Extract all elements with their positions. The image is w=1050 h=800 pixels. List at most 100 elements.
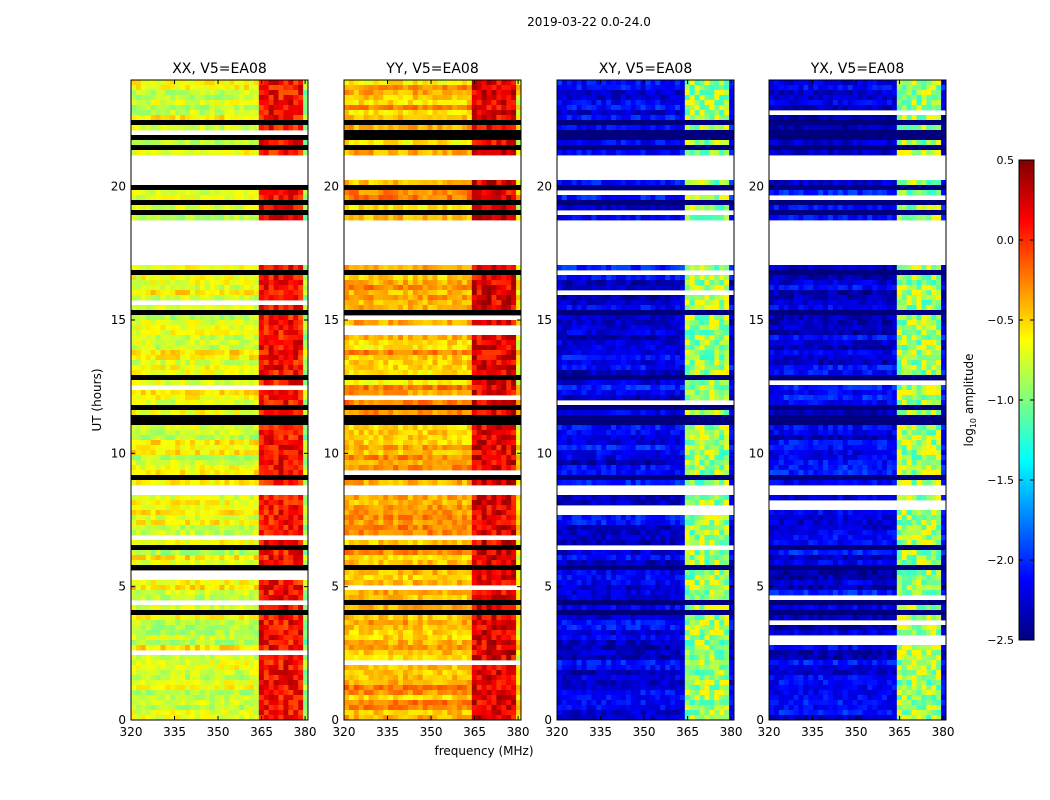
heatmap-cell — [427, 205, 433, 211]
heatmap-cell — [344, 345, 350, 351]
heatmap-cell — [170, 440, 176, 446]
heatmap-cell — [160, 215, 166, 221]
heatmap-cell — [150, 675, 156, 681]
heatmap-cell — [214, 455, 220, 461]
heatmap-cell — [344, 340, 350, 346]
heatmap-cell — [165, 305, 171, 311]
heatmap-cell — [239, 645, 245, 651]
heatmap-cell — [283, 550, 289, 556]
heatmap-cell — [185, 280, 191, 286]
heatmap-cell — [447, 80, 453, 86]
heatmap-cell — [358, 335, 365, 341]
heatmap-cell — [358, 345, 365, 351]
heatmap-cell — [348, 340, 355, 346]
heatmap-cell — [185, 620, 191, 626]
heatmap-cell — [501, 335, 507, 341]
heatmap-cell — [175, 560, 181, 566]
heatmap-cell — [278, 685, 284, 691]
heatmap-cell — [471, 300, 478, 306]
heatmap-cell — [358, 355, 365, 361]
heatmap-cell — [407, 410, 414, 416]
heatmap-cell — [457, 190, 463, 196]
heatmap-cell — [175, 335, 181, 341]
heatmap-cell — [224, 630, 230, 636]
heatmap-cell — [145, 715, 152, 721]
heatmap-cell — [239, 685, 245, 691]
heatmap-cell — [476, 500, 483, 506]
heatmap-cell — [190, 365, 196, 371]
heatmap-cell — [278, 500, 284, 506]
heatmap-cell — [165, 705, 171, 711]
heatmap-cell — [150, 215, 156, 221]
heatmap-cell — [511, 275, 517, 281]
heatmap-cell — [263, 85, 270, 91]
heatmap-cell — [452, 300, 458, 306]
heatmap-cell — [185, 305, 191, 311]
heatmap-cell — [293, 630, 299, 636]
heatmap-cell — [298, 690, 304, 696]
heatmap-cell — [378, 215, 384, 221]
heatmap-cell — [303, 195, 309, 201]
heatmap-cell — [447, 385, 453, 391]
heatmap-cell — [358, 425, 365, 431]
heatmap-cell — [442, 435, 448, 441]
heatmap-cell — [224, 115, 230, 121]
heatmap-cell — [131, 265, 137, 271]
heatmap-cell — [180, 215, 186, 221]
heatmap-cell — [185, 660, 191, 666]
heatmap-cell — [471, 305, 478, 311]
heatmap-cell — [457, 445, 463, 451]
heatmap-cell — [140, 440, 147, 446]
heatmap-cell — [481, 340, 487, 346]
heatmap-cell — [199, 685, 206, 691]
heatmap-cell — [283, 115, 289, 121]
heatmap-cell — [447, 290, 453, 296]
heatmap-cell — [135, 80, 142, 86]
heatmap-cell — [368, 125, 374, 131]
heatmap-cell — [160, 335, 166, 341]
heatmap-cell — [412, 215, 419, 221]
heatmap-cell — [234, 615, 240, 621]
heatmap-cell — [486, 400, 492, 406]
heatmap-cell — [224, 195, 230, 201]
heatmap-cell — [437, 190, 443, 196]
heatmap-cell — [403, 125, 409, 131]
heatmap-cell — [303, 495, 309, 501]
heatmap-cell — [442, 265, 448, 271]
heatmap-cell — [244, 710, 250, 716]
heatmap-cell — [506, 345, 512, 351]
heatmap-cell — [249, 605, 255, 611]
heatmap-cell — [422, 115, 428, 121]
heatmap-cell — [224, 330, 230, 336]
heatmap-cell — [224, 625, 230, 631]
heatmap-cell — [145, 105, 152, 111]
heatmap-cell — [268, 395, 274, 401]
heatmap-cell — [209, 540, 215, 546]
heatmap-cell — [140, 390, 147, 396]
heatmap-cell — [180, 640, 186, 646]
heatmap-cell — [224, 80, 230, 86]
heatmap-cell — [303, 205, 309, 211]
heatmap-cell — [388, 435, 394, 441]
heatmap-cell — [253, 710, 260, 716]
heatmap-cells — [131, 80, 309, 721]
heatmap-cell — [417, 90, 424, 96]
heatmap-cell — [253, 350, 260, 356]
heatmap-cell — [194, 540, 201, 546]
heatmap-cell — [204, 540, 211, 546]
heatmap-cell — [190, 295, 196, 301]
heatmap-cell — [190, 705, 196, 711]
heatmap-cell — [185, 340, 191, 346]
heatmap-cell — [150, 465, 156, 471]
heatmap-cell — [288, 705, 294, 711]
heatmap-cell — [268, 90, 274, 96]
heatmap-cell — [417, 455, 424, 461]
heatmap-cell — [481, 105, 487, 111]
heatmap-cell — [140, 710, 147, 716]
heatmap-cell — [170, 645, 176, 651]
heatmap-cell — [155, 560, 161, 566]
heatmap-cell — [476, 400, 483, 406]
heatmap-cell — [462, 390, 468, 396]
heatmap-cell — [165, 400, 171, 406]
heatmap-cell — [447, 190, 453, 196]
